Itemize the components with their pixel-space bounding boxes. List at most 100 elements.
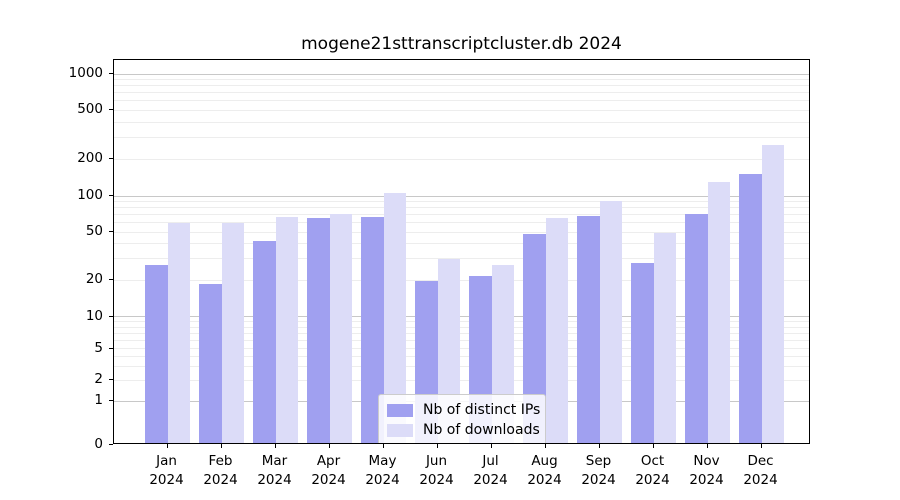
ytick-label-200: 200 [77, 150, 103, 167]
xtick-mark-dec [760, 444, 762, 448]
xtick-mark-apr [328, 444, 330, 448]
ytick-label-50: 50 [85, 223, 103, 239]
gridline-400 [114, 122, 809, 123]
legend: Nb of distinct IPs Nb of downloads [378, 394, 546, 443]
ytick-label-500: 500 [77, 101, 103, 118]
ytick-label-5: 5 [94, 339, 103, 356]
xtick-label-feb: Feb 2024 [203, 453, 238, 488]
legend-row-distinct-ips: Nb of distinct IPs [387, 400, 541, 420]
plot-area: Nb of distinct IPs Nb of downloads [113, 59, 810, 444]
gridline-100 [114, 196, 809, 197]
bar-downloads-sep [599, 201, 622, 443]
xtick-label-apr: Apr 2024 [311, 453, 346, 488]
xtick-label-aug: Aug 2024 [527, 453, 562, 488]
gridline-90 [114, 201, 809, 202]
xtick-mark-jul [490, 444, 492, 448]
gridline-10 [114, 316, 809, 317]
bar-downloads-jan [167, 223, 190, 443]
ytick-mark-1 [109, 400, 113, 402]
ytick-label-10: 10 [85, 307, 103, 324]
bar-downloads-may [383, 193, 406, 443]
gridline-700 [114, 92, 809, 93]
xtick-mark-aug [544, 444, 546, 448]
xtick-label-jan: Jan 2024 [149, 453, 184, 488]
bar-downloads-feb [221, 223, 244, 443]
xtick-mark-oct [652, 444, 654, 448]
gridline-50 [114, 232, 809, 233]
xtick-label-nov: Nov 2024 [689, 453, 724, 488]
ytick-mark-10 [109, 315, 113, 317]
bar-downloads-nov [707, 182, 730, 443]
ytick-mark-1000 [109, 73, 113, 75]
legend-label-distinct-ips: Nb of distinct IPs [423, 402, 541, 418]
gridline-80 [114, 207, 809, 208]
bar-distinct-ips-jan [145, 264, 168, 443]
ytick-label-1000: 1000 [68, 65, 103, 81]
bar-downloads-apr [329, 214, 352, 443]
gridline-20 [114, 280, 809, 281]
bar-distinct-ips-may [361, 217, 384, 443]
gridline-600 [114, 100, 809, 101]
ytick-mark-20 [109, 279, 113, 281]
gridline-500 [114, 110, 809, 111]
legend-row-downloads: Nb of downloads [387, 420, 540, 440]
legend-swatch-distinct-ips [387, 403, 413, 417]
gridline-70 [114, 214, 809, 215]
xtick-label-dec: Dec 2024 [743, 453, 778, 488]
bar-distinct-ips-dec [739, 174, 762, 443]
ytick-mark-100 [109, 195, 113, 197]
bar-distinct-ips-feb [199, 283, 222, 443]
gridline-30 [114, 258, 809, 259]
ytick-mark-500 [109, 109, 113, 111]
legend-label-downloads: Nb of downloads [423, 422, 540, 438]
gridline-1000 [114, 74, 809, 75]
xtick-label-oct: Oct 2024 [635, 453, 670, 488]
bar-distinct-ips-nov [685, 214, 708, 443]
bar-downloads-mar [275, 217, 298, 443]
bar-distinct-ips-apr [307, 218, 330, 443]
xtick-label-sep: Sep 2024 [581, 453, 616, 488]
ytick-label-2: 2 [94, 371, 103, 388]
xtick-label-jul: Jul 2024 [473, 453, 508, 488]
gridline-800 [114, 85, 809, 86]
gridline-40 [114, 243, 809, 244]
bar-downloads-dec [761, 144, 784, 443]
gridline-5 [114, 348, 809, 349]
xtick-mark-may [382, 444, 384, 448]
ytick-label-0: 0 [94, 436, 103, 452]
ytick-label-20: 20 [85, 271, 103, 288]
bar-downloads-aug [545, 218, 568, 443]
gridline-900 [114, 79, 809, 80]
bar-distinct-ips-sep [577, 215, 600, 443]
xtick-mark-nov [706, 444, 708, 448]
ytick-label-100: 100 [77, 187, 103, 203]
gridline-9 [114, 321, 809, 322]
gridline-6 [114, 340, 809, 341]
gridline-60 [114, 222, 809, 223]
ytick-mark-0 [109, 444, 113, 446]
xtick-label-may: May 2024 [365, 453, 400, 488]
bar-distinct-ips-aug [523, 234, 546, 443]
bar-downloads-oct [653, 233, 676, 443]
gridline-200 [114, 159, 809, 160]
xtick-mark-jun [436, 444, 438, 448]
ytick-mark-2 [109, 379, 113, 381]
ytick-label-1: 1 [94, 392, 103, 408]
xtick-label-jun: Jun 2024 [419, 453, 454, 488]
xtick-label-mar: Mar 2024 [257, 453, 292, 488]
bar-distinct-ips-mar [253, 240, 276, 443]
legend-swatch-downloads [387, 423, 413, 437]
ytick-mark-200 [109, 158, 113, 160]
gridline-3 [114, 366, 809, 367]
chart-title: mogene21sttranscriptcluster.db 2024 [301, 34, 622, 54]
gridline-8 [114, 327, 809, 328]
xtick-mark-sep [598, 444, 600, 448]
xtick-mark-feb [220, 444, 222, 448]
gridline-300 [114, 137, 809, 138]
ytick-mark-50 [109, 231, 113, 233]
bar-distinct-ips-oct [631, 262, 654, 443]
gridline-7 [114, 333, 809, 334]
xtick-mark-mar [274, 444, 276, 448]
xtick-mark-jan [166, 444, 168, 448]
